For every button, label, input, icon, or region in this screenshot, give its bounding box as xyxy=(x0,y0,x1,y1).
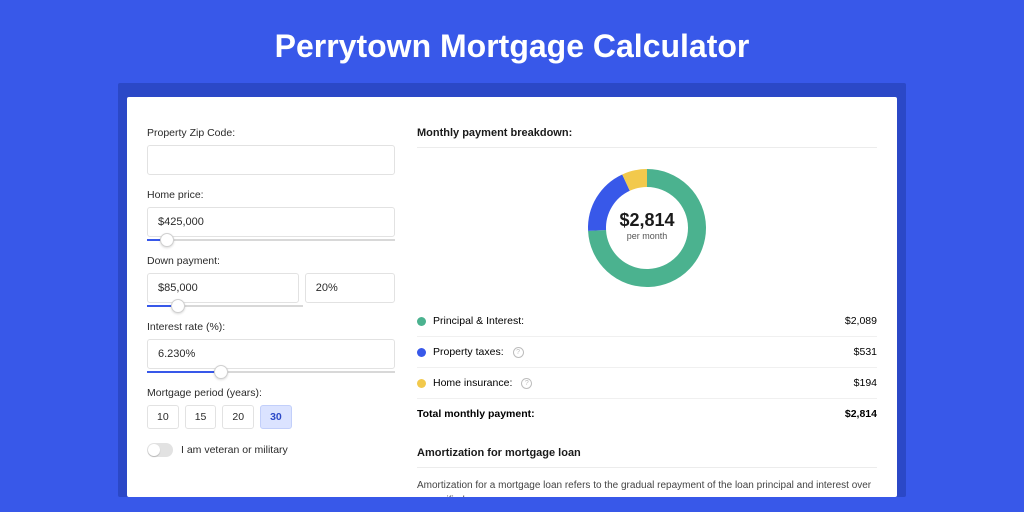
legend-dot xyxy=(417,379,426,388)
legend: Principal & Interest: $2,089 Property taxe… xyxy=(417,306,877,399)
legend-value: $2,089 xyxy=(845,315,877,327)
amortization-section: Amortization for mortgage loan Amortizat… xyxy=(417,447,877,497)
total-label: Total monthly payment: xyxy=(417,408,535,420)
zip-input[interactable] xyxy=(147,145,395,175)
down-payment-field: Down payment: xyxy=(147,255,395,307)
legend-row: Home insurance:? $194 xyxy=(417,368,877,399)
calculator-card: Property Zip Code: Home price: Down paym… xyxy=(127,97,897,497)
amortization-text: Amortization for a mortgage loan refers … xyxy=(417,468,877,497)
veteran-toggle[interactable] xyxy=(147,443,173,457)
interest-input[interactable] xyxy=(147,339,395,369)
period-option-15[interactable]: 15 xyxy=(185,405,217,429)
veteran-label: I am veteran or military xyxy=(181,444,288,456)
toggle-knob xyxy=(148,444,160,456)
period-option-30[interactable]: 30 xyxy=(260,405,292,429)
veteran-row: I am veteran or military xyxy=(147,443,395,457)
home-price-slider[interactable] xyxy=(147,239,395,241)
zip-field: Property Zip Code: xyxy=(147,127,395,175)
slider-thumb[interactable] xyxy=(214,365,228,379)
interest-field: Interest rate (%): xyxy=(147,321,395,373)
breakdown-panel: Monthly payment breakdown: $2,814 per mo… xyxy=(417,127,877,497)
legend-row: Principal & Interest: $2,089 xyxy=(417,306,877,337)
legend-label: Home insurance: xyxy=(433,377,512,389)
page-title: Perrytown Mortgage Calculator xyxy=(0,0,1024,83)
down-payment-amount-input[interactable] xyxy=(147,273,299,303)
donut-chart: $2,814 per month xyxy=(417,148,877,306)
total-value: $2,814 xyxy=(845,408,877,420)
period-option-10[interactable]: 10 xyxy=(147,405,179,429)
slider-thumb[interactable] xyxy=(160,233,174,247)
legend-label: Principal & Interest: xyxy=(433,315,524,327)
legend-value: $194 xyxy=(854,377,877,389)
zip-label: Property Zip Code: xyxy=(147,127,395,139)
home-price-input[interactable] xyxy=(147,207,395,237)
home-price-label: Home price: xyxy=(147,189,395,201)
period-field: Mortgage period (years): 10152030 xyxy=(147,387,395,429)
legend-label: Property taxes: xyxy=(433,346,504,358)
down-payment-label: Down payment: xyxy=(147,255,395,267)
card-shadow: Property Zip Code: Home price: Down paym… xyxy=(118,83,906,497)
period-option-20[interactable]: 20 xyxy=(222,405,254,429)
down-payment-percent-input[interactable] xyxy=(305,273,395,303)
interest-label: Interest rate (%): xyxy=(147,321,395,333)
breakdown-title: Monthly payment breakdown: xyxy=(417,127,877,148)
info-icon[interactable]: ? xyxy=(521,378,532,389)
form-panel: Property Zip Code: Home price: Down paym… xyxy=(147,127,395,497)
home-price-field: Home price: xyxy=(147,189,395,241)
info-icon[interactable]: ? xyxy=(513,347,524,358)
legend-row: Property taxes:? $531 xyxy=(417,337,877,368)
slider-thumb[interactable] xyxy=(171,299,185,313)
donut-center-sub: per month xyxy=(627,231,668,241)
period-label: Mortgage period (years): xyxy=(147,387,395,399)
donut-slice-ins xyxy=(626,178,647,183)
total-row: Total monthly payment: $2,814 xyxy=(417,399,877,429)
interest-slider[interactable] xyxy=(147,371,395,373)
period-options: 10152030 xyxy=(147,405,395,429)
amortization-title: Amortization for mortgage loan xyxy=(417,447,877,468)
donut-center-value: $2,814 xyxy=(619,210,674,230)
legend-value: $531 xyxy=(854,346,877,358)
legend-dot xyxy=(417,317,426,326)
down-payment-slider[interactable] xyxy=(147,305,303,307)
legend-dot xyxy=(417,348,426,357)
